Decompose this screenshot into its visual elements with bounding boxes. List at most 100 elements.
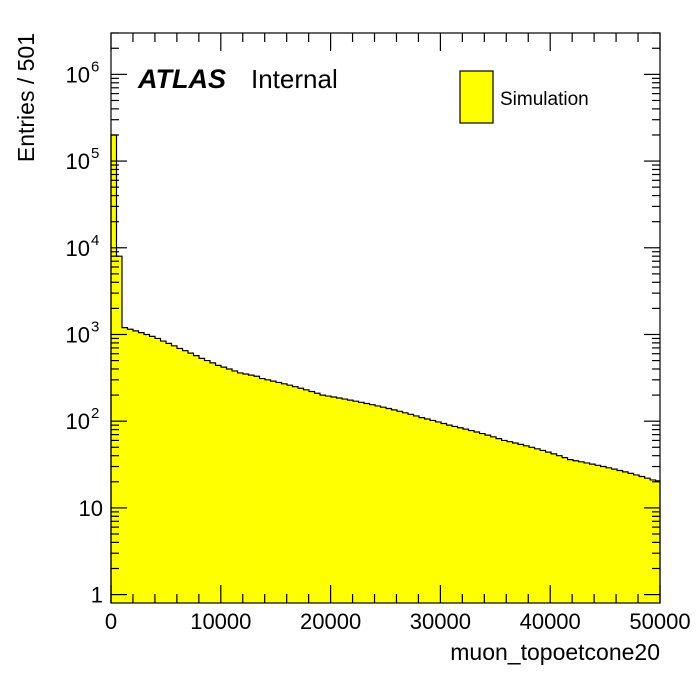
histogram-bar [496, 438, 502, 603]
histogram-bar [628, 473, 634, 603]
histogram-bar [639, 476, 645, 603]
histogram-bar [551, 453, 557, 603]
histogram-bar [386, 408, 392, 603]
x-tick-label: 50000 [629, 609, 690, 634]
histogram-bar [424, 418, 431, 603]
histogram-bar [518, 444, 524, 603]
histogram-bar [166, 343, 172, 603]
histogram-bar [281, 383, 288, 603]
histogram-bar [441, 423, 447, 603]
histogram-bar [479, 433, 486, 603]
histogram-bar [138, 332, 145, 603]
histogram-bar [182, 350, 189, 603]
histogram-bar [353, 401, 359, 603]
histogram-bar [617, 470, 623, 603]
histogram-bar [391, 409, 398, 603]
histogram-bar [204, 360, 211, 603]
histogram-bar [303, 389, 310, 603]
histogram-bar [611, 469, 618, 603]
histogram-bar [270, 381, 277, 603]
histogram-bar [463, 429, 469, 603]
histogram-bar [144, 334, 150, 603]
histogram-bar [364, 403, 370, 603]
y-tick-label: 10 [66, 236, 90, 261]
y-tick-label: 10 [66, 62, 90, 87]
histogram-bar [347, 400, 354, 603]
histogram-bar [650, 479, 656, 603]
histogram-bar [265, 379, 271, 603]
y-tick-exponent: 3 [91, 318, 99, 335]
histogram-bar [193, 355, 200, 603]
histogram-bar [369, 404, 376, 603]
x-tick-label: 30000 [410, 609, 471, 634]
histogram-bar [232, 370, 238, 603]
legend-swatch [459, 70, 494, 124]
histogram-bar [600, 466, 607, 603]
histogram-bar [529, 447, 535, 603]
y-tick-label: 1 [91, 583, 103, 608]
histogram-bar [573, 460, 579, 603]
histogram-bar [259, 378, 266, 603]
histogram-bar [116, 256, 123, 603]
histogram-bar [127, 329, 134, 603]
plot-frame [110, 32, 661, 604]
y-tick-exponent: 2 [91, 405, 99, 422]
y-tick-label: 10 [66, 409, 90, 434]
histogram-bar [430, 420, 436, 603]
histogram-bar [320, 395, 326, 603]
histogram-bar [292, 386, 299, 603]
histogram-bar [358, 402, 365, 603]
y-tick-label: 10 [79, 496, 103, 521]
histogram-bar [331, 397, 337, 603]
histogram-bar [243, 374, 249, 603]
histogram-bar [512, 443, 519, 603]
histogram-bar [221, 367, 227, 603]
histogram-bar [199, 358, 205, 603]
histogram-bar [160, 341, 167, 603]
histogram-bar [446, 425, 453, 603]
histogram-bar [534, 448, 541, 603]
histogram-outline [110, 134, 661, 603]
histogram-bar [397, 411, 403, 603]
histogram-bar [413, 415, 420, 603]
histogram-bar [336, 398, 343, 603]
y-tick-exponent: 4 [91, 232, 99, 249]
y-tick-exponent: 6 [91, 58, 99, 75]
atlas-label: ATLAS [137, 64, 226, 94]
histogram-bar [325, 396, 332, 603]
histogram-bar [419, 417, 425, 603]
atlas-sublabel: Internal [251, 64, 338, 94]
histogram-bar [457, 427, 464, 603]
histogram-bar [149, 336, 156, 603]
histogram-bar [523, 445, 530, 603]
histogram-bar [276, 382, 282, 603]
histogram-bar [562, 457, 568, 603]
histogram-bar [298, 388, 304, 603]
histogram-bar [501, 440, 508, 603]
histogram-bar [540, 450, 546, 603]
histogram-bar [380, 407, 387, 603]
histogram-bar [287, 385, 293, 603]
histogram-bar [122, 327, 128, 603]
histogram-bar [314, 393, 321, 603]
histogram-bar [622, 471, 629, 603]
histogram-bar [133, 330, 139, 603]
histogram-bar [633, 474, 640, 603]
histogram-bar [474, 432, 480, 603]
x-axis-title: muon_topoetcone20 [450, 639, 660, 665]
histogram-bar [545, 452, 552, 603]
histogram-bar [177, 348, 183, 603]
histogram-bar [468, 430, 475, 603]
histogram-bar [171, 345, 178, 603]
histogram-bar [408, 414, 414, 603]
histogram-bar [578, 461, 585, 603]
histogram-bar [375, 405, 381, 603]
y-axis-title: Entries / 501 [13, 33, 39, 162]
x-tick-label: 10000 [190, 609, 251, 634]
histogram-bar [595, 465, 601, 603]
x-axis-ticks: 0 10000 20000 30000 40000 50000 [105, 33, 691, 634]
histogram-bar [584, 462, 590, 603]
